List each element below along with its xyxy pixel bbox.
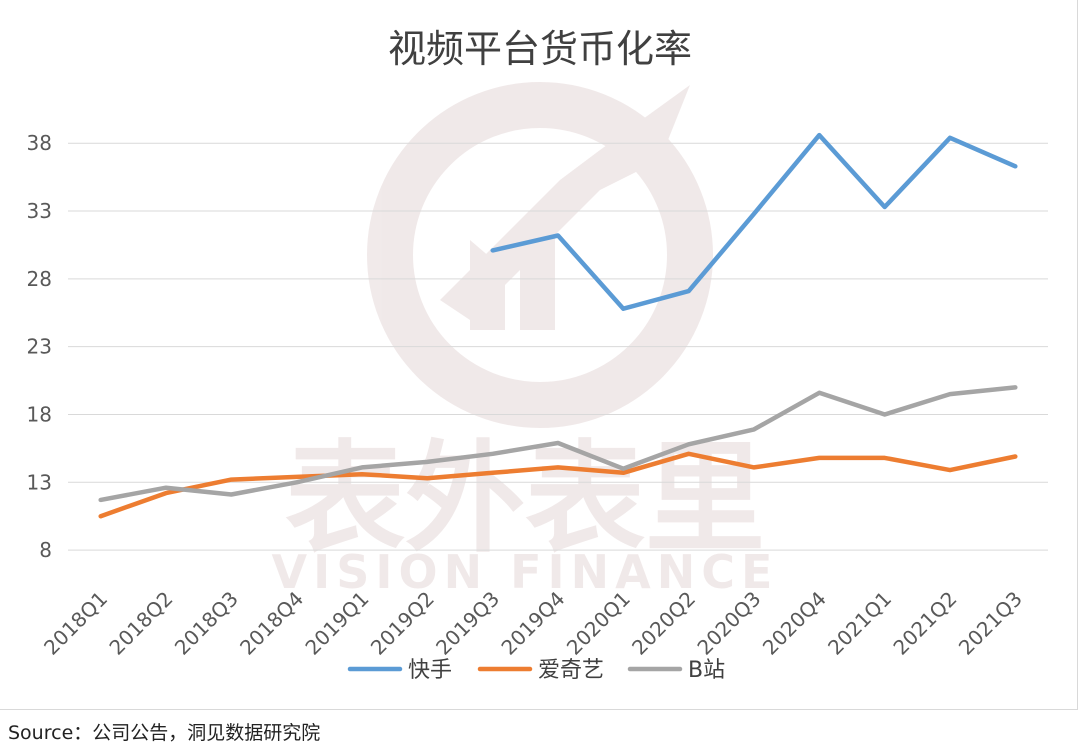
y-tick-label: 28 bbox=[27, 267, 52, 291]
legend-label: 爱奇艺 bbox=[538, 658, 604, 683]
y-tick-label: 8 bbox=[39, 538, 52, 562]
x-tick-label: 2021Q2 bbox=[888, 587, 961, 660]
y-tick-label: 38 bbox=[27, 131, 52, 155]
grid-lines bbox=[68, 142, 1048, 551]
source-note: Source：公司公告，洞见数据研究院 bbox=[8, 722, 321, 744]
series-line-2 bbox=[98, 385, 1018, 503]
watermark-text-en: VISION FINANCE bbox=[272, 545, 779, 599]
chart-title: 视频平台货币化率 bbox=[388, 27, 692, 71]
series-line-0 bbox=[490, 132, 1018, 311]
series-lines bbox=[98, 132, 1018, 519]
x-tick-label: 2021Q1 bbox=[823, 587, 896, 660]
x-tick-label: 2018Q2 bbox=[104, 587, 177, 660]
y-tick-label: 23 bbox=[27, 335, 52, 359]
x-tick-label: 2018Q3 bbox=[170, 587, 243, 660]
line-chart: 表外表里 VISION FINANCE 视频平台货币化率 8 13 18 23 28 33… bbox=[27, 27, 1048, 683]
x-tick-label: 2021Q3 bbox=[954, 587, 1027, 660]
watermark-logo: 表外表里 VISION FINANCE bbox=[272, 82, 779, 599]
legend-label: B站 bbox=[688, 658, 725, 683]
chart-area: 表外表里 VISION FINANCE 视频平台货币化率 8 13 18 23 28 33… bbox=[0, 0, 1078, 710]
x-tick-label: 2018Q1 bbox=[39, 587, 112, 660]
y-tick-label: 13 bbox=[27, 470, 52, 494]
y-axis-ticks: 8 13 18 23 28 33 38 bbox=[27, 131, 52, 562]
legend-label: 快手 bbox=[408, 658, 452, 683]
y-tick-label: 33 bbox=[27, 199, 52, 223]
y-tick-label: 18 bbox=[27, 402, 52, 426]
series-line-1 bbox=[98, 451, 1018, 519]
legend: 快手 爱奇艺 B站 bbox=[347, 658, 725, 683]
